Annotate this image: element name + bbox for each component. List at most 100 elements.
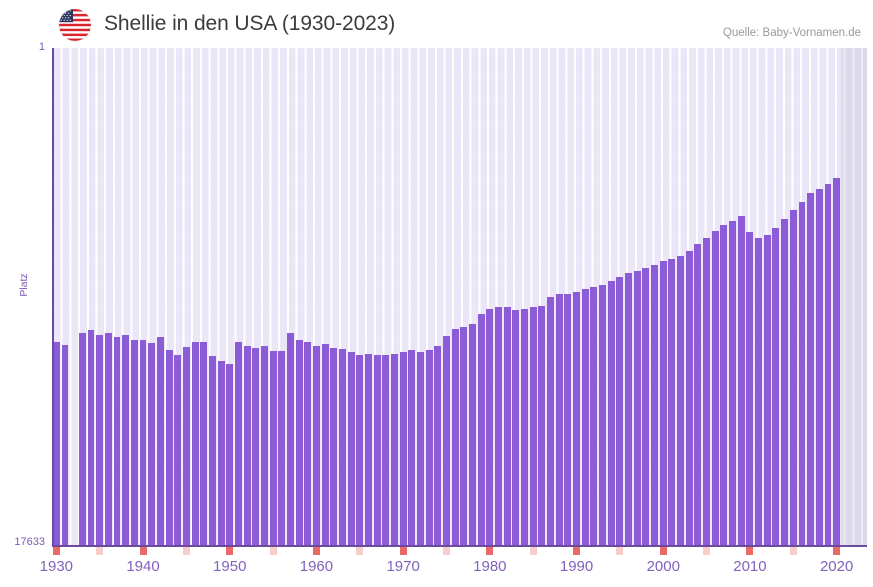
bar-1939[interactable] [130,340,138,546]
bar-1958[interactable] [295,340,303,546]
bar-1965[interactable] [356,355,364,546]
bar-1993[interactable] [599,285,606,546]
bar-1944[interactable] [174,355,182,546]
bar-1998[interactable] [642,268,650,546]
bar-1978[interactable] [469,324,476,546]
bar-1977[interactable] [460,327,468,546]
bar-1975[interactable] [443,336,450,546]
bar-1941[interactable] [148,343,156,546]
bar-2000[interactable] [659,261,667,546]
bar-2013[interactable] [772,228,780,546]
bar-2016[interactable] [798,202,806,546]
bar-1971[interactable] [408,350,416,546]
x-tick-2010 [746,547,754,555]
bar-1976[interactable] [451,329,459,546]
bar-2020[interactable] [833,178,841,546]
bar-1973[interactable] [425,350,433,546]
bar-1992[interactable] [590,287,598,546]
bar-1984[interactable] [521,309,528,546]
x-axis-labels: 1930 1940 1950 1960 1970 1980 1990 2000 2010 2020 [40,558,867,582]
bar-1949[interactable] [217,361,225,546]
x-tick-1960 [312,547,320,555]
bar-2004[interactable] [694,244,702,546]
bar-1988[interactable] [555,294,563,546]
bar-1931[interactable] [61,345,69,546]
bar-2015[interactable] [789,210,797,546]
bar-2017[interactable] [807,193,815,546]
bar-1969[interactable] [391,354,398,546]
bar-1983[interactable] [512,310,520,546]
x-axis-ticks [52,547,867,555]
bar-1996[interactable] [625,273,633,546]
bar-1952[interactable] [243,346,251,546]
bar-1935[interactable] [96,335,104,546]
bar-2011[interactable] [755,238,763,546]
bar-1930[interactable] [52,342,60,546]
bar-1933[interactable] [78,333,86,546]
bar-1940[interactable] [139,340,147,546]
x-axis-label-2020: 2020 [819,558,854,575]
bar-2001[interactable] [668,259,676,546]
bar-1997[interactable] [633,271,641,546]
bar-1967[interactable] [373,355,381,546]
bar-1942[interactable] [156,337,164,546]
bar-1959[interactable] [304,342,312,546]
bar-1957[interactable] [286,333,294,546]
bar-2012[interactable] [763,235,771,546]
bar-2009[interactable] [737,216,745,546]
bar-1970[interactable] [399,352,407,546]
bar-1981[interactable] [495,307,502,546]
bar-2010[interactable] [746,232,754,546]
bar-1954[interactable] [260,346,268,546]
bar-1999[interactable] [651,265,659,546]
bar-1966[interactable] [364,354,372,546]
bar-1991[interactable] [581,289,589,546]
bar-1974[interactable] [434,346,442,546]
bar-1956[interactable] [278,351,286,546]
bar-1962[interactable] [330,348,338,546]
bar-2008[interactable] [729,221,737,546]
bar-1953[interactable] [252,348,260,546]
bar-1979[interactable] [477,314,485,546]
x-tick-1980 [486,547,494,555]
bar-1961[interactable] [321,344,329,546]
bar-1989[interactable] [564,294,572,546]
bar-1995[interactable] [616,277,624,546]
bar-2018[interactable] [815,189,823,546]
y-axis-line [52,48,54,546]
bar-1936[interactable] [104,333,112,546]
bar-1990[interactable] [573,292,580,546]
bar-1960[interactable] [312,346,320,546]
bar-2007[interactable] [720,225,728,546]
bar-1938[interactable] [122,335,130,546]
bar-1963[interactable] [338,349,346,546]
bar-2019[interactable] [824,184,832,546]
bar-1980[interactable] [486,309,494,546]
bar-2014[interactable] [781,219,789,546]
bar-2003[interactable] [685,251,693,546]
x-tick-1955 [269,547,277,555]
bar-1943[interactable] [165,350,173,546]
bar-1934[interactable] [87,330,95,546]
bar-1994[interactable] [607,281,615,546]
x-axis-label-2000: 2000 [646,558,680,575]
bar-1986[interactable] [538,306,546,546]
bar-1945[interactable] [182,347,190,546]
bar-1951[interactable] [234,342,242,546]
bar-1947[interactable] [200,342,208,546]
bar-1968[interactable] [382,355,390,546]
x-axis-label-1980: 1980 [473,558,507,575]
bar-1964[interactable] [347,352,355,546]
bar-1972[interactable] [417,352,424,546]
bar-1987[interactable] [547,297,554,546]
bar-2006[interactable] [711,231,719,546]
bar-2005[interactable] [703,238,711,546]
bar-1985[interactable] [529,307,537,546]
bar-1946[interactable] [191,342,199,546]
bar-1982[interactable] [503,307,511,546]
bar-2002[interactable] [677,256,685,546]
bar-1955[interactable] [269,351,277,546]
bar-1937[interactable] [113,337,121,546]
bar-1950[interactable] [226,364,234,546]
bar-1948[interactable] [208,356,216,546]
